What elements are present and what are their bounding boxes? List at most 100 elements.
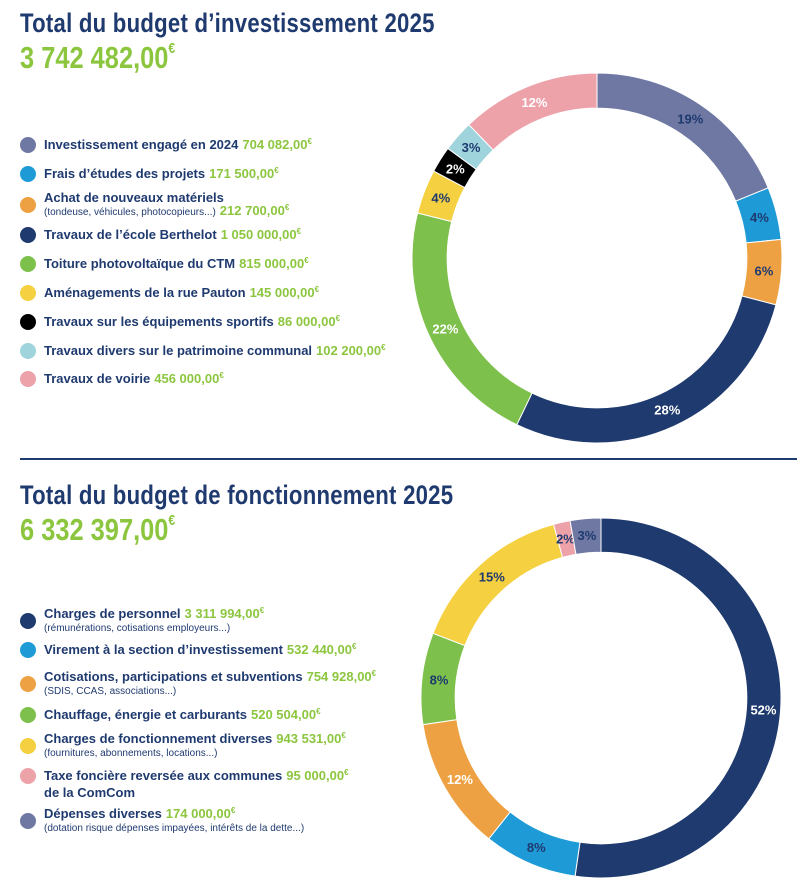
operating-donut-chart: 52% 8% 12% 8% 15% 2% 3% — [420, 517, 782, 879]
investment-legend-item: Toiture photovoltaïque du CTM 815 000,00€ — [20, 255, 309, 272]
legend-label: Travaux de voirie — [44, 371, 151, 386]
legend-swatch — [20, 227, 36, 243]
legend-swatch — [20, 642, 36, 658]
legend-amount: 532 440,00 — [286, 642, 352, 657]
donut-slice-toiture-photovoltaique-du-ctm — [411, 212, 533, 426]
legend-sublabel: (SDIS, CCAS, associations...) — [44, 686, 177, 697]
legend-currency: € — [344, 768, 349, 777]
legend-swatch — [20, 285, 36, 301]
donut-percent-label: 2% — [556, 532, 575, 547]
legend-currency: € — [259, 606, 265, 615]
investment-legend-item: Aménagements de la rue Pauton 145 000,00€ — [20, 284, 319, 301]
donut-percent-label: 22% — [432, 322, 458, 337]
legend-label: Travaux divers sur le patrimoine communa… — [44, 343, 313, 358]
operating-legend-item: Dépenses diverses 174 000,00€ (dotation r… — [20, 805, 304, 835]
legend-sublabel: (rémunérations, cotisations employeurs..… — [44, 623, 231, 634]
operating-total: 6 332 397,00€ — [20, 512, 175, 548]
legend-currency: € — [316, 707, 321, 716]
legend-swatch — [20, 707, 36, 723]
legend-swatch — [20, 676, 36, 692]
donut-percent-label: 4% — [750, 210, 769, 225]
donut-percent-label: 52% — [750, 702, 776, 717]
donut-percent-label: 8% — [430, 673, 449, 688]
legend-swatch — [20, 738, 36, 754]
legend-swatch — [20, 813, 36, 829]
operating-legend-item: Virement à la section d’investissement 53… — [20, 641, 356, 658]
donut-percent-label: 4% — [431, 190, 450, 205]
legend-currency: € — [352, 642, 357, 651]
donut-percent-label: 2% — [446, 161, 465, 176]
legend-currency: € — [335, 314, 341, 323]
legend-amount: 145 000,00 — [249, 285, 315, 300]
legend-swatch — [20, 613, 36, 629]
legend-label: Achat de nouveaux matériels — [44, 190, 224, 205]
donut-slice-charges-de-personnel — [574, 517, 782, 879]
legend-swatch — [20, 343, 36, 359]
donut-slice-charges-de-fonctionnement-diverses — [432, 523, 564, 647]
legend-amount: 95 000,00 — [286, 768, 345, 783]
donut-percent-label: 19% — [677, 111, 703, 126]
legend-amount: 520 504,00 — [251, 707, 317, 722]
donut-slice-investissement-engage-en-2024 — [596, 72, 769, 202]
investment-legend-item: Travaux sur les équipements sportifs 86 0… — [20, 313, 340, 330]
operating-total-number: 6 332 397,00 — [20, 512, 169, 547]
legend-label: Cotisations, participations et subventio… — [44, 669, 303, 684]
legend-label: Charges de personnel — [44, 606, 181, 621]
investment-section: Total du budget d’investissement 2025 3 … — [20, 8, 783, 444]
legend-swatch — [20, 197, 36, 213]
legend-currency: € — [307, 137, 312, 146]
operating-section: Total du budget de fonctionnement 2025 6… — [0, 470, 797, 891]
legend-currency: € — [304, 256, 309, 265]
legend-currency: € — [341, 731, 346, 740]
legend-sublabel: (dotation risque dépenses impayées, inté… — [44, 823, 305, 834]
operating-legend-item: Taxe foncière reversée aux communes 95 00… — [20, 767, 349, 801]
legend-swatch — [20, 768, 36, 784]
legend-amount: 212 700,00 — [219, 203, 285, 218]
legend-amount: 171 500,00 — [209, 166, 275, 181]
legend-label: Travaux de l’école Berthelot — [44, 227, 217, 242]
legend-currency: € — [296, 227, 302, 236]
donut-percent-label: 3% — [462, 140, 481, 155]
investment-legend-item: Travaux divers sur le patrimoine communa… — [20, 342, 386, 359]
legend-amount: 815 000,00 — [239, 256, 305, 271]
investment-legend-item: Travaux de voirie 456 000,00€ — [20, 370, 224, 387]
legend-label: Travaux sur les équipements sportifs — [44, 314, 274, 329]
donut-percent-label: 28% — [654, 402, 680, 417]
donut-percent-label: 12% — [447, 772, 473, 787]
legend-label: Virement à la section d’investissement — [44, 642, 283, 657]
legend-label: Toiture photovoltaïque du CTM — [44, 256, 236, 271]
legend-swatch — [20, 371, 36, 387]
donut-percent-label: 8% — [527, 840, 546, 855]
legend-amount: 174 000,00 — [165, 806, 231, 821]
legend-amount: 86 000,00 — [277, 314, 336, 329]
operating-legend-item: Charges de fonctionnement diverses 943 53… — [20, 730, 346, 760]
legend-currency: € — [314, 285, 320, 294]
investment-total-number: 3 742 482,00 — [20, 40, 169, 75]
legend-currency: € — [274, 166, 279, 175]
legend-amount: 943 531,00 — [276, 731, 342, 746]
operating-legend-item: Chauffage, énergie et carburants 520 504,… — [20, 706, 321, 723]
donut-percent-label: 6% — [755, 264, 774, 279]
legend-amount: 456 000,00 — [154, 371, 220, 386]
investment-legend-item: Travaux de l’école Berthelot 1 050 000,00… — [20, 226, 301, 243]
legend-label: Dépenses diverses — [44, 806, 162, 821]
donut-percent-label: 15% — [479, 570, 505, 585]
legend-currency: € — [371, 669, 377, 678]
legend-amount: 754 928,00 — [306, 669, 372, 684]
legend-amount: 3 311 994,00 — [184, 606, 260, 621]
legend-label: Charges de fonctionnement diverses — [44, 731, 273, 746]
legend-amount: 102 200,00 — [316, 343, 382, 358]
investment-donut-chart: 19% 4% 6% 28% 22% 4% 2% 3% 12% — [411, 72, 783, 444]
legend-swatch — [20, 137, 36, 153]
legend-swatch — [20, 256, 36, 272]
investment-total-currency: € — [168, 40, 176, 57]
donut-percent-label: 3% — [578, 528, 597, 543]
legend-label: Aménagements de la rue Pauton — [44, 285, 246, 300]
investment-legend-item: Investissement engagé en 2024 704 082,00€ — [20, 136, 312, 153]
legend-currency: € — [230, 806, 236, 815]
legend-label: Chauffage, énergie et carburants — [44, 707, 247, 722]
operating-legend-item: Charges de personnel 3 311 994,00€ (rémun… — [20, 605, 264, 635]
operating-total-currency: € — [168, 512, 176, 529]
legend-sublabel: (fournitures, abonnements, locations...) — [44, 748, 218, 759]
legend-currency: € — [284, 203, 290, 212]
